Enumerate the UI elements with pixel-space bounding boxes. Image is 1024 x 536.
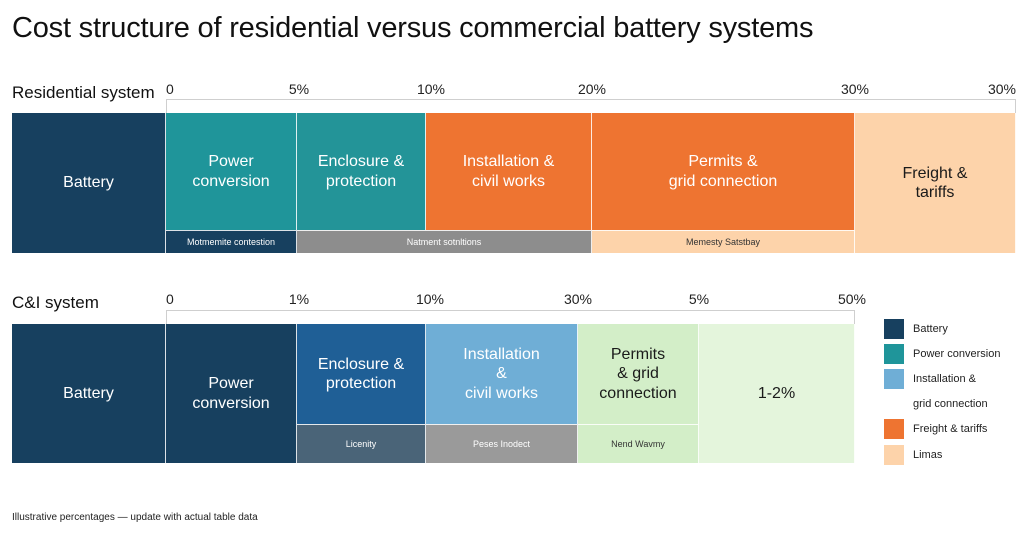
bar-segment: 1-2% [699, 324, 855, 463]
axis-bracket [166, 99, 1016, 113]
bar-segment: Battery [12, 113, 166, 253]
legend-item: Freight & tariffs [884, 417, 1000, 442]
legend-item: Battery [884, 316, 1000, 341]
bar-segment: Permits & grid connection [578, 324, 699, 424]
tick-label: 20% [577, 81, 607, 97]
bar-segment: Installation & civil works [426, 113, 592, 230]
row-label: C&I system [12, 293, 99, 312]
legend-swatch [884, 318, 904, 339]
tick-label: 0 [166, 81, 174, 97]
axis-bracket [166, 310, 855, 324]
bar-sublabel: Peses Inodect [426, 424, 578, 463]
legend-swatch [884, 343, 904, 364]
legend-item: grid connection [884, 392, 1000, 417]
tick-label: 30% [840, 81, 870, 97]
legend-swatch [884, 444, 904, 465]
bar-segment: Enclosure & protection [297, 324, 426, 424]
tick-label: 30% [987, 81, 1016, 97]
legend-item: Installation & [884, 366, 1000, 391]
tick-label: 5% [688, 291, 710, 307]
bar-segment: Permits & grid connection [592, 113, 855, 230]
legend-swatch [884, 419, 904, 440]
bar-sublabel: Natment sotnltions [297, 230, 592, 253]
chart-title: Cost structure of residential versus com… [12, 12, 814, 44]
legend-item: Limas [884, 442, 1000, 467]
legend-label: Power conversion [913, 347, 1001, 360]
legend-label: Limas [913, 448, 943, 461]
tick-label: 30% [563, 291, 593, 307]
legend-label: Freight & tariffs [913, 423, 988, 436]
bar-sublabel: Motmemite contestion [166, 230, 297, 253]
tick-label: 1% [288, 291, 310, 307]
legend-label: Installation & [913, 372, 976, 385]
bar-segment: Installation & civil works [426, 324, 578, 424]
legend-label: Battery [913, 322, 948, 335]
tick-label: 0 [166, 291, 174, 307]
bar-sublabel: Memesty Satstbay [592, 230, 855, 253]
tick-label: 10% [416, 81, 446, 97]
legend-label: grid connection [913, 398, 988, 411]
bar-segment: Enclosure & protection [297, 113, 426, 230]
tick-label: 10% [415, 291, 445, 307]
bar-segment: Battery [12, 324, 166, 463]
legend-item: Power conversion [884, 341, 1000, 366]
footnote: Illustrative percentages — update with a… [12, 512, 258, 523]
tick-label: 5% [288, 81, 310, 97]
bar-segment: Power conversion [166, 113, 297, 230]
bar-segment: Freight & tariffs [855, 113, 1016, 253]
bar-sublabel: Licenity [297, 424, 426, 463]
bar-segment: Power conversion [166, 324, 297, 463]
legend: Battery Power conversion Installation & gri… [884, 316, 1000, 467]
tick-label: 50% [837, 291, 867, 307]
bar-sublabel: Nend Wavmy [578, 424, 699, 463]
legend-swatch [884, 368, 904, 389]
row-label: Residential system [12, 83, 155, 102]
